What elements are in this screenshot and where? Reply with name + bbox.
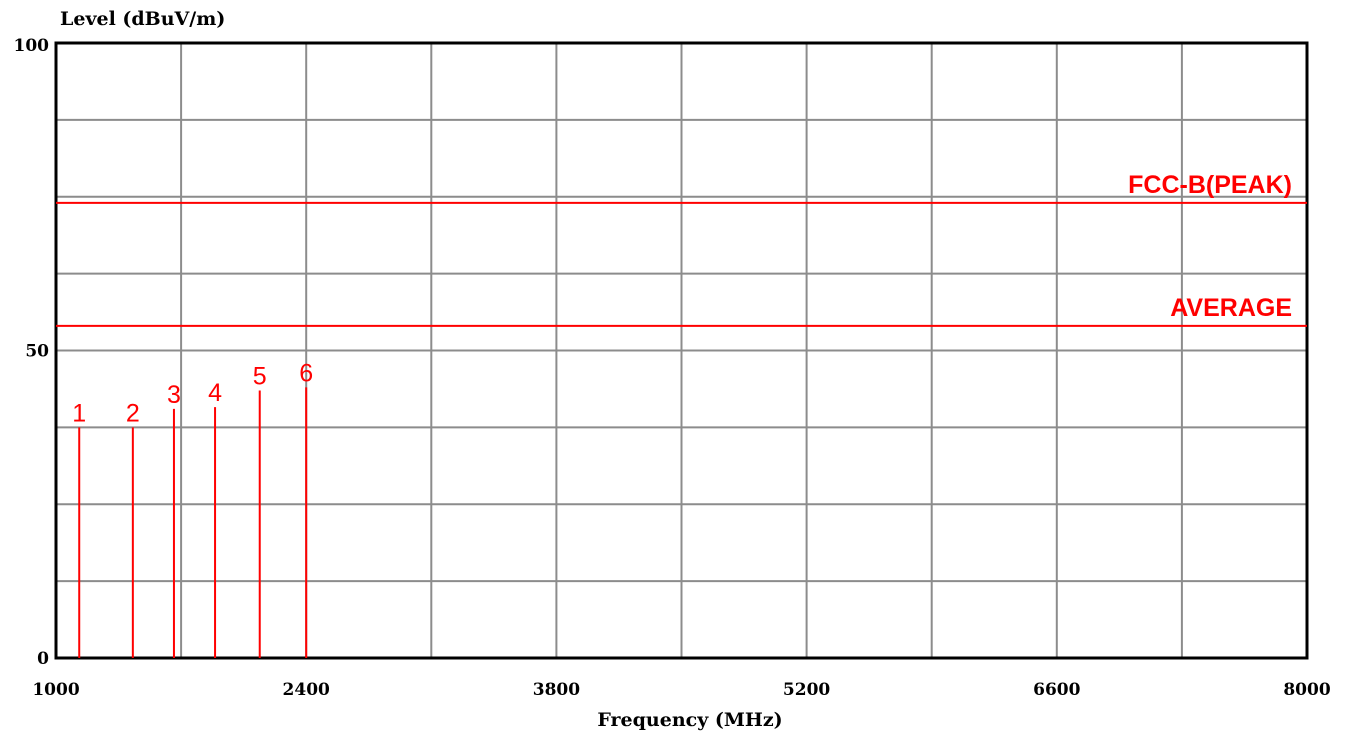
limit-label-average: AVERAGE	[1170, 294, 1292, 322]
grid	[56, 43, 1307, 658]
x-tick-label: 1000	[32, 680, 79, 700]
x-tick-label: 2400	[283, 680, 330, 700]
y-tick-label: 0	[37, 649, 49, 669]
axis-ticks: 1000 2400 3800 5200 6600 8000 0 50 100	[14, 36, 1331, 700]
marker-label-1: 1	[72, 399, 86, 427]
x-tick-label: 6600	[1033, 680, 1080, 700]
marker-label-4: 4	[208, 379, 222, 407]
marker-label-2: 2	[126, 399, 140, 427]
limit-lines: FCC-B(PEAK) AVERAGE	[56, 171, 1307, 327]
marker-label-3: 3	[167, 381, 181, 409]
y-tick-label: 100	[14, 36, 50, 56]
x-axis-title: Frequency (MHz)	[597, 709, 782, 731]
y-axis-title: Level (dBuV/m)	[60, 8, 225, 30]
limit-label-peak: FCC-B(PEAK)	[1128, 171, 1292, 199]
x-tick-label: 3800	[533, 680, 580, 700]
marker-label-6: 6	[299, 359, 313, 387]
y-tick-label: 50	[25, 342, 49, 362]
marker-label-5: 5	[253, 362, 267, 390]
x-tick-label: 8000	[1283, 680, 1330, 700]
plot-frame	[54, 41, 1309, 660]
markers: 1 23 4 5 6	[72, 359, 313, 658]
x-tick-label: 5200	[783, 680, 830, 700]
